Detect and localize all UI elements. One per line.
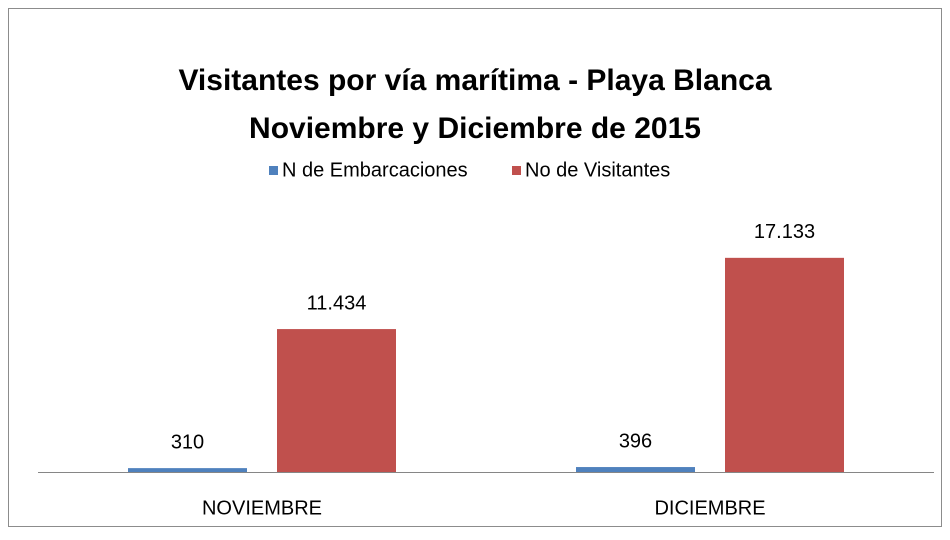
legend-swatch	[512, 166, 521, 175]
data-label: 396	[619, 430, 652, 452]
bar	[128, 468, 247, 472]
bar	[576, 467, 695, 472]
data-label: 11.434	[307, 292, 367, 314]
bar	[725, 257, 844, 472]
data-label: 17.133	[754, 221, 815, 243]
bar	[277, 329, 396, 472]
chart-subtitle: Noviembre y Diciembre de 2015	[249, 112, 701, 145]
legend-label: No de Visitantes	[525, 159, 670, 181]
data-label: 310	[171, 431, 204, 453]
x-tick-label: NOVIEMBRE	[202, 497, 322, 519]
chart-title: Visitantes por vía marítima - Playa Blan…	[178, 64, 771, 97]
x-tick-label: DICIEMBRE	[654, 497, 765, 519]
legend-swatch	[269, 166, 278, 175]
legend-label: N de Embarcaciones	[282, 159, 468, 181]
